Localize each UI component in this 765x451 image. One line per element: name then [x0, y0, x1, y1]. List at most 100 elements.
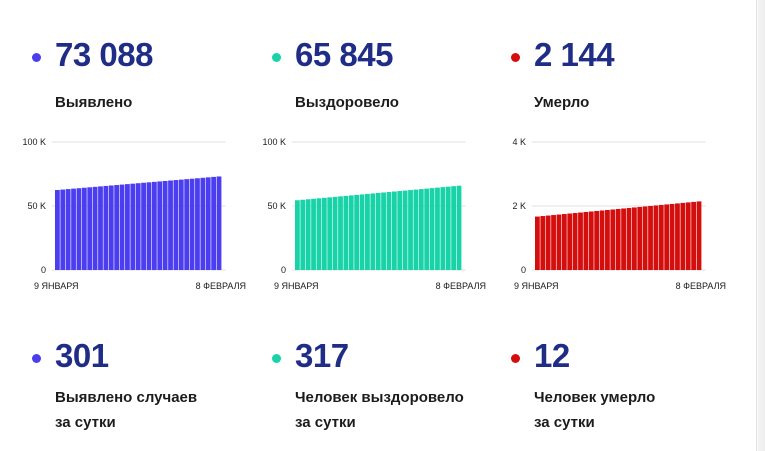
bar	[173, 180, 179, 270]
bar	[418, 189, 424, 270]
y-tick-label: 0	[281, 265, 286, 275]
y-tick-label: 100 K	[22, 137, 46, 147]
bar	[200, 177, 206, 270]
bar	[130, 183, 136, 270]
bar	[141, 182, 146, 270]
bar	[599, 210, 605, 270]
bar	[375, 192, 381, 270]
bar	[451, 186, 457, 270]
bar	[321, 197, 327, 270]
daily-recovered-label-line2: за сутки	[295, 414, 356, 431]
total-recovered-label: Выздоровело	[295, 94, 399, 111]
total-died-label: Умерло	[534, 94, 590, 111]
dot-icon	[272, 354, 281, 363]
bar	[300, 199, 306, 270]
dot-icon	[32, 354, 41, 363]
bar	[680, 202, 686, 270]
chart-recovered: 0 50 K 100 K 9 ЯНВАРЯ 8 ФЕВРАЛЯ	[262, 137, 486, 291]
bar	[103, 185, 109, 270]
bar	[631, 207, 637, 270]
bar	[391, 191, 397, 270]
chart-died: 0 2 K 4 K 9 ЯНВАРЯ 8 ФЕВРАЛЯ	[512, 137, 726, 291]
daily-died-label-line2: за сутки	[534, 414, 595, 431]
bar	[205, 177, 211, 270]
x-start-label: 9 ЯНВАРЯ	[274, 281, 319, 291]
daily-detected: 301 Выявлено случаев за сутки	[32, 337, 252, 437]
bar	[343, 195, 349, 270]
bar	[413, 189, 419, 270]
total-detected: 73 088 Выявлено	[32, 36, 232, 116]
bar	[642, 206, 648, 270]
bar	[658, 204, 664, 270]
y-tick-label: 50 K	[27, 201, 46, 211]
bar	[125, 184, 130, 270]
bar	[114, 185, 120, 270]
bar	[146, 182, 152, 270]
bar	[60, 189, 66, 270]
bar	[98, 186, 103, 270]
bar	[445, 186, 451, 270]
bar	[561, 214, 567, 270]
bar	[424, 188, 430, 270]
bar	[429, 188, 435, 270]
y-tick-label: 2 K	[512, 201, 526, 211]
x-end-label: 8 ФЕВРАЛЯ	[196, 281, 246, 291]
bar	[108, 185, 114, 270]
bar	[594, 211, 600, 270]
bar	[316, 198, 322, 270]
bar	[381, 192, 386, 270]
y-tick-label: 0	[521, 265, 526, 275]
bar	[685, 202, 691, 270]
bar	[408, 190, 413, 270]
bar	[621, 208, 626, 270]
bar	[545, 215, 551, 270]
bar	[295, 200, 300, 270]
bar	[402, 190, 408, 270]
dot-icon	[511, 354, 520, 363]
bar	[578, 212, 583, 270]
bar	[162, 180, 168, 270]
bar	[157, 181, 163, 270]
y-tick-label: 0	[41, 265, 46, 275]
y-tick-label: 4 K	[512, 137, 526, 147]
daily-recovered-label: Человек выздоровело за сутки	[295, 385, 464, 435]
bar	[178, 179, 184, 270]
total-died-value: 2 144	[534, 36, 615, 73]
x-end-label: 8 ФЕВРАЛЯ	[676, 281, 726, 291]
daily-died-label-line1: Человек умерло	[534, 389, 656, 406]
daily-detected-label: Выявлено случаев за сутки	[55, 385, 197, 435]
x-end-label: 8 ФЕВРАЛЯ	[436, 281, 486, 291]
bar	[696, 201, 702, 270]
daily-detected-label-line1: Выявлено случаев	[55, 389, 198, 406]
bar	[65, 189, 71, 270]
bar	[440, 187, 446, 270]
bar	[332, 196, 338, 270]
bar	[168, 180, 173, 270]
total-detected-label: Выявлено	[55, 94, 133, 111]
bar	[195, 178, 200, 270]
bar	[456, 185, 462, 270]
bar	[567, 213, 573, 270]
bar	[551, 215, 556, 270]
bar	[605, 209, 610, 270]
bar	[370, 193, 376, 270]
bar	[535, 216, 540, 270]
bar	[435, 187, 440, 270]
bar	[556, 214, 562, 270]
total-died: 2 144 Умерло	[511, 36, 711, 116]
bar	[615, 208, 621, 270]
bar	[311, 198, 316, 270]
y-tick-label: 50 K	[267, 201, 286, 211]
dot-icon	[511, 53, 520, 62]
bar	[626, 207, 632, 270]
bar	[189, 178, 195, 270]
daily-died: 12 Человек умерло за сутки	[511, 337, 731, 437]
bar	[675, 203, 680, 270]
bar	[354, 194, 360, 270]
bar	[664, 204, 670, 270]
total-recovered-value: 65 845	[295, 36, 393, 73]
bar	[184, 179, 190, 270]
bar	[669, 203, 675, 270]
bar	[610, 209, 616, 270]
bar	[365, 193, 370, 270]
